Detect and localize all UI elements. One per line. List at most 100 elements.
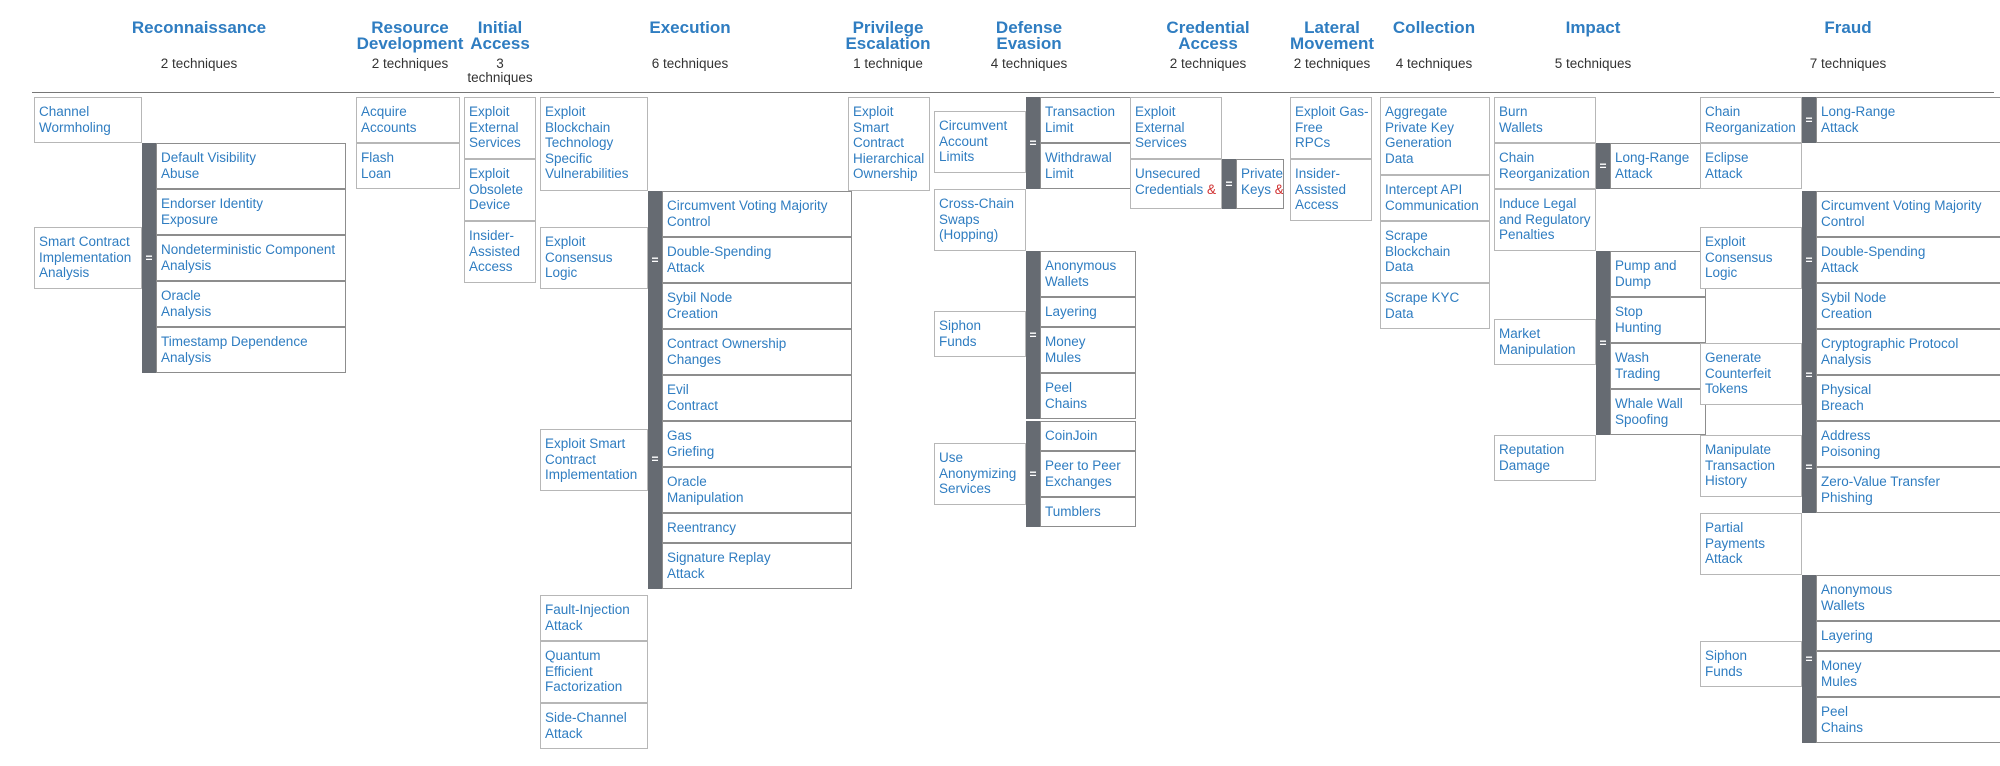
subtechnique-handle-bar[interactable] (142, 143, 156, 373)
expand-handle-icon[interactable]: = (1599, 159, 1607, 173)
expand-handle-icon[interactable]: = (1805, 368, 1813, 382)
tactic-header-10[interactable]: Fraud (1824, 18, 1872, 37)
technique-3-1[interactable]: Exploit Consensus Logic (540, 227, 648, 289)
technique-6-0[interactable]: Exploit External Services (1130, 97, 1222, 159)
technique-9-3[interactable]: Market Manipulation (1494, 319, 1596, 365)
subtechnique-5-2-3[interactable]: Peel Chains (1040, 373, 1136, 419)
subtechnique-5-3-0[interactable]: CoinJoin (1040, 421, 1136, 451)
technique-10-2[interactable]: Exploit Consensus Logic (1700, 227, 1802, 289)
subtechnique-handle-bar[interactable] (1802, 97, 1816, 143)
subtechnique-0-1-0[interactable]: Default Visibility Abuse (156, 143, 346, 189)
subtechnique-5-3-2[interactable]: Tumblers (1040, 497, 1136, 527)
technique-9-0[interactable]: Burn Wallets (1494, 97, 1596, 143)
subtechnique-3-2-3[interactable]: Oracle Manipulation (662, 467, 852, 513)
expand-handle-icon[interactable]: = (1805, 113, 1813, 127)
subtechnique-0-1-3[interactable]: Oracle Analysis (156, 281, 346, 327)
expand-handle-icon[interactable]: = (145, 251, 153, 265)
expand-handle-icon[interactable]: = (1805, 460, 1813, 474)
technique-9-4[interactable]: Reputation Damage (1494, 435, 1596, 481)
subtechnique-5-0-0[interactable]: Transaction Limit (1040, 97, 1136, 143)
subtechnique-9-3-0[interactable]: Pump and Dump (1610, 251, 1706, 297)
expand-handle-icon[interactable]: = (1029, 467, 1037, 481)
technique-9-2[interactable]: Induce Legal and Regulatory Penalties (1494, 189, 1596, 251)
expand-handle-icon[interactable]: = (651, 253, 659, 267)
tactic-header-3[interactable]: Execution (649, 18, 731, 37)
technique-3-3[interactable]: Fault-Injection Attack (540, 595, 648, 641)
tactic-header-0[interactable]: Reconnaissance (131, 18, 267, 37)
subtechnique-10-6-2[interactable]: Money Mules (1816, 651, 2000, 697)
subtechnique-handle-bar[interactable] (648, 191, 662, 329)
tactic-header-1[interactable]: Resource Development (356, 18, 464, 53)
subtechnique-0-1-1[interactable]: Endorser Identity Exposure (156, 189, 346, 235)
technique-2-0[interactable]: Exploit External Services (464, 97, 536, 159)
technique-10-0[interactable]: Chain Reorganization (1700, 97, 1802, 143)
tactic-header-4[interactable]: Privilege Escalation (845, 18, 931, 53)
subtechnique-5-2-1[interactable]: Layering (1040, 297, 1136, 327)
subtechnique-handle-bar[interactable] (648, 329, 662, 589)
subtechnique-9-3-2[interactable]: Wash Trading (1610, 343, 1706, 389)
expand-handle-icon[interactable]: = (1029, 136, 1037, 150)
expand-handle-icon[interactable]: = (1805, 253, 1813, 267)
subtechnique-handle-bar[interactable] (1802, 329, 1816, 421)
subtechnique-3-1-0[interactable]: Circumvent Voting Majority Control (662, 191, 852, 237)
subtechnique-3-2-4[interactable]: Reentrancy (662, 513, 852, 543)
subtechnique-3-2-0[interactable]: Contract Ownership Changes (662, 329, 852, 375)
subtechnique-10-3-1[interactable]: Physical Breach (1816, 375, 2000, 421)
subtechnique-handle-bar[interactable] (1802, 421, 1816, 513)
subtechnique-5-3-1[interactable]: Peer to Peer Exchanges (1040, 451, 1136, 497)
subtechnique-3-2-2[interactable]: Gas Griefing (662, 421, 852, 467)
subtechnique-9-3-1[interactable]: Stop Hunting (1610, 297, 1706, 343)
technique-0-1[interactable]: Smart Contract Implementation Analysis (34, 227, 142, 289)
expand-handle-icon[interactable]: = (651, 452, 659, 466)
subtechnique-3-1-2[interactable]: Sybil Node Creation (662, 283, 852, 329)
subtechnique-handle-bar[interactable] (1026, 421, 1040, 527)
subtechnique-0-1-2[interactable]: Nondeterministic Component Analysis (156, 235, 346, 281)
subtechnique-5-2-0[interactable]: Anonymous Wallets (1040, 251, 1136, 297)
technique-3-5[interactable]: Side-Channel Attack (540, 703, 648, 749)
subtechnique-5-0-1[interactable]: Withdrawal Limit (1040, 143, 1136, 189)
subtechnique-10-4-1[interactable]: Zero-Value Transfer Phishing (1816, 467, 2000, 513)
subtechnique-handle-bar[interactable] (1802, 575, 1816, 743)
subtechnique-9-3-3[interactable]: Whale Wall Spoofing (1610, 389, 1706, 435)
subtechnique-10-3-0[interactable]: Cryptographic Protocol Analysis (1816, 329, 2000, 375)
expand-handle-icon[interactable]: = (1599, 336, 1607, 350)
technique-10-4[interactable]: Manipulate Transaction History (1700, 435, 1802, 497)
technique-3-0[interactable]: Exploit Blockchain Technology Specific Vulne… (540, 97, 648, 191)
subtechnique-3-2-1[interactable]: Evil Contract (662, 375, 852, 421)
technique-3-2[interactable]: Exploit Smart Contract Implementation (540, 429, 648, 491)
tactic-header-9[interactable]: Impact (1565, 18, 1621, 37)
technique-5-1[interactable]: Cross-Chain Swaps (Hopping) (934, 189, 1026, 251)
technique-1-0[interactable]: Acquire Accounts (356, 97, 460, 143)
technique-9-1[interactable]: Chain Reorganization (1494, 143, 1596, 189)
tactic-header-5[interactable]: Defense Evasion (995, 18, 1063, 53)
subtechnique-handle-bar[interactable] (1596, 251, 1610, 435)
technique-8-1[interactable]: Intercept API Communication (1380, 175, 1490, 221)
subtechnique-handle-bar[interactable] (1222, 159, 1236, 209)
subtechnique-5-2-2[interactable]: Money Mules (1040, 327, 1136, 373)
technique-7-1[interactable]: Insider- Assisted Access (1290, 159, 1372, 221)
technique-5-2[interactable]: Siphon Funds (934, 311, 1026, 357)
expand-handle-icon[interactable]: = (1225, 177, 1233, 191)
subtechnique-9-1-0[interactable]: Long-Range Attack (1610, 143, 1706, 189)
tactic-header-6[interactable]: Credential Access (1166, 18, 1250, 53)
technique-8-2[interactable]: Scrape Blockchain Data (1380, 221, 1490, 283)
technique-5-0[interactable]: Circumvent Account Limits (934, 111, 1026, 173)
tactic-header-7[interactable]: Lateral Movement (1289, 18, 1375, 53)
tactic-header-8[interactable]: Collection (1392, 18, 1476, 37)
subtechnique-6-1-0[interactable]: Private Keys & (1236, 159, 1284, 209)
technique-1-1[interactable]: Flash Loan (356, 143, 460, 189)
subtechnique-3-2-5[interactable]: Signature Replay Attack (662, 543, 852, 589)
tactic-header-2[interactable]: Initial Access (470, 18, 530, 53)
subtechnique-10-6-3[interactable]: Peel Chains (1816, 697, 2000, 743)
subtechnique-handle-bar[interactable] (1026, 251, 1040, 419)
technique-2-2[interactable]: Insider- Assisted Access (464, 221, 536, 283)
subtechnique-handle-bar[interactable] (1802, 191, 1816, 329)
technique-8-0[interactable]: Aggregate Private Key Generation Data (1380, 97, 1490, 175)
technique-0-0[interactable]: Channel Wormholing (34, 97, 142, 143)
technique-10-6[interactable]: Siphon Funds (1700, 641, 1802, 687)
subtechnique-3-1-1[interactable]: Double-Spending Attack (662, 237, 852, 283)
technique-10-3[interactable]: Generate Counterfeit Tokens (1700, 343, 1802, 405)
subtechnique-10-2-2[interactable]: Sybil Node Creation (1816, 283, 2000, 329)
subtechnique-10-6-1[interactable]: Layering (1816, 621, 2000, 651)
subtechnique-10-4-0[interactable]: Address Poisoning (1816, 421, 2000, 467)
